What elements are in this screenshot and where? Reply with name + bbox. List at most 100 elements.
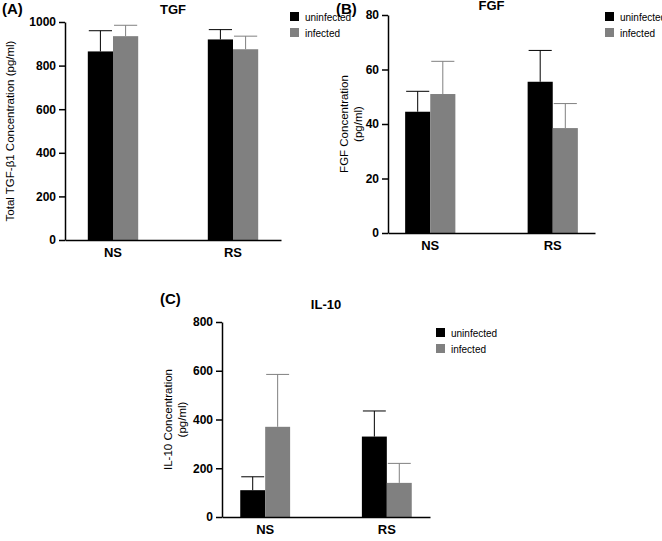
- y-tick: 400: [193, 413, 222, 427]
- legend-label: uninfected: [451, 328, 497, 339]
- error-bar-cap: [234, 36, 257, 37]
- x-tick-label: NS: [104, 245, 122, 260]
- y-tick-mark: [382, 124, 388, 126]
- legend-swatch: [436, 344, 445, 353]
- x-tick-label: NS: [256, 522, 274, 537]
- y-axis: 020406080: [366, 8, 389, 240]
- error-bar-cap: [388, 463, 411, 464]
- title: FGF: [479, 0, 505, 13]
- bar: [208, 39, 233, 240]
- error-bar: [388, 463, 411, 483]
- error-bar-stem: [540, 50, 541, 81]
- panel-label: (C): [160, 290, 181, 307]
- y-tick-mark: [382, 178, 388, 180]
- y-tick: 80: [366, 8, 388, 22]
- bar: [240, 490, 265, 517]
- legend-item: uninfected: [605, 12, 662, 23]
- y-axis-title: (pg/ml): [176, 401, 188, 437]
- x-tick-label: NS: [421, 238, 439, 253]
- bar: [362, 437, 387, 517]
- x-axis: NS RS: [389, 234, 596, 254]
- y-tick: 0: [206, 510, 222, 524]
- legend-item: uninfected: [436, 328, 497, 339]
- y-tick: 200: [193, 462, 222, 476]
- plot-area: [240, 374, 412, 517]
- y-axis-title: Total TGF-β1 Concentration (pg/ml): [4, 40, 16, 221]
- error-bar-cap: [431, 61, 454, 62]
- legend-label: uninfected: [620, 12, 662, 23]
- error-bar-stem: [220, 30, 221, 40]
- error-bar-stem: [442, 61, 443, 94]
- error-bar-stem: [399, 463, 400, 483]
- y-tick: 800: [193, 315, 222, 329]
- error-bar-cap: [266, 374, 289, 375]
- error-bar-cap: [209, 29, 232, 30]
- y-tick: 60: [366, 63, 388, 77]
- bar: [113, 36, 138, 240]
- error-bar-cap: [114, 25, 137, 26]
- y-tick: 1000: [29, 15, 65, 29]
- y-tick-mark: [216, 371, 222, 373]
- error-bar: [266, 374, 289, 426]
- legend-item: infected: [436, 344, 486, 355]
- bar: [405, 112, 430, 233]
- error-bar: [209, 30, 232, 40]
- bar: [387, 483, 412, 517]
- error-bar: [529, 50, 552, 81]
- y-tick-label: 0: [49, 233, 56, 247]
- x-axis-line: [389, 233, 596, 235]
- panel: 02004006008001000NSRSTGF(A)Total TGF-β1 …: [2, 0, 351, 260]
- bar: [88, 51, 113, 240]
- error-bar-cap: [241, 476, 264, 477]
- error-bar-cap: [406, 91, 429, 92]
- y-axis-title: IL-10 Concentration: [162, 369, 174, 470]
- error-bar: [234, 36, 257, 49]
- legend-label: infected: [620, 28, 655, 39]
- x-axis-line: [223, 517, 431, 519]
- bar: [553, 128, 578, 233]
- bar: [528, 82, 553, 233]
- y-tick-mark: [216, 517, 222, 519]
- legend-item: infected: [290, 28, 340, 39]
- error-bar-stem: [277, 374, 278, 426]
- y-tick: 200: [36, 190, 65, 204]
- error-bar: [431, 61, 454, 94]
- legend-swatch: [605, 28, 614, 37]
- title: IL-10: [311, 297, 341, 312]
- y-tick: 40: [366, 117, 388, 131]
- error-bar-stem: [252, 477, 253, 490]
- panel: 020406080NSRSFGF(B)FGF Concentration(pg/…: [336, 0, 662, 253]
- x-tick: NS: [104, 245, 122, 260]
- y-tick-label: 800: [36, 59, 56, 73]
- x-axis: NSRS: [66, 241, 282, 261]
- x-tick: RS: [378, 522, 396, 537]
- x-tick-label: RS: [544, 238, 562, 253]
- x-axis-line: [66, 240, 282, 242]
- legend: uninfected infected: [436, 328, 497, 355]
- error-bar: [363, 411, 386, 437]
- y-tick-label: 800: [193, 315, 213, 329]
- bar: [233, 49, 258, 240]
- y-tick: 800: [36, 59, 65, 73]
- legend-swatch: [290, 28, 299, 37]
- y-tick-label: 600: [36, 103, 56, 117]
- y-tick-label: 400: [193, 413, 213, 427]
- y-tick-mark: [59, 153, 65, 155]
- y-tick-mark: [382, 69, 388, 71]
- y-tick-label: 400: [36, 146, 56, 160]
- legend-swatch: [436, 328, 445, 337]
- y-tick-label: 200: [193, 462, 213, 476]
- error-bar-stem: [245, 36, 246, 49]
- y-axis-title: FGF Concentration: [338, 75, 350, 173]
- y-tick: 0: [372, 226, 388, 240]
- y-tick-mark: [59, 65, 65, 67]
- y-tick-label: 60: [366, 63, 380, 77]
- y-tick-label: 1000: [29, 15, 56, 29]
- error-bar-stem: [374, 411, 375, 437]
- legend-swatch: [605, 12, 614, 21]
- y-tick-label: 0: [372, 226, 379, 240]
- bar: [430, 94, 455, 233]
- y-tick: 600: [193, 364, 222, 378]
- y-tick-mark: [59, 240, 65, 242]
- legend: uninfected infected: [605, 12, 662, 39]
